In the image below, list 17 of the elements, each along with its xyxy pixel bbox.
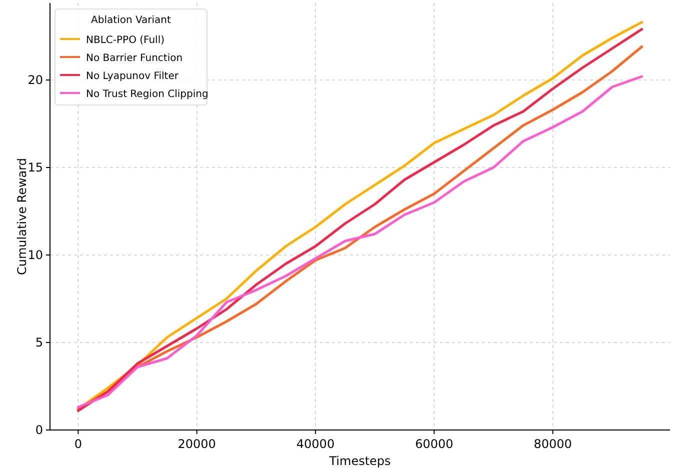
legend-label: No Trust Region Clipping — [86, 89, 208, 100]
y-tick-label: 15 — [28, 160, 43, 174]
x-tick-label: 40000 — [296, 437, 335, 451]
legend-label: No Lyapunov Filter — [86, 71, 180, 82]
y-tick-label: 10 — [28, 248, 43, 262]
legend-title: Ablation Variant — [91, 15, 172, 26]
y-tick-label: 0 — [35, 423, 43, 437]
y-tick-label: 5 — [35, 336, 43, 350]
x-tick-label: 80000 — [534, 437, 572, 451]
y-axis-title: Cumulative Reward — [15, 158, 29, 275]
y-tick-label: 20 — [28, 73, 43, 87]
x-tick-label: 0 — [74, 437, 82, 451]
x-tick-label: 60000 — [415, 437, 454, 451]
x-tick-label: 20000 — [178, 437, 216, 451]
legend-label: NBLC-PPO (Full) — [86, 35, 165, 46]
x-axis-title: Timesteps — [328, 454, 391, 468]
legend-label: No Barrier Function — [86, 53, 183, 64]
